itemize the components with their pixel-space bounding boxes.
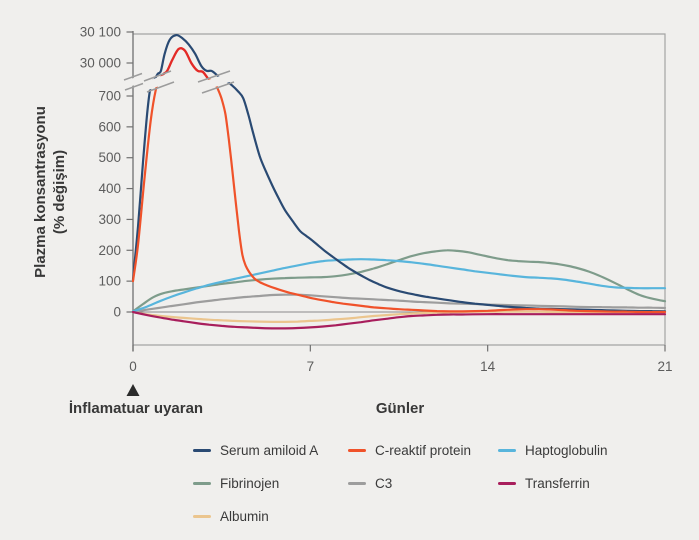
legend-label: C3 <box>375 475 393 491</box>
y-tick-label: 30 000 <box>80 56 121 71</box>
axis-break-slash <box>123 72 143 81</box>
legend-swatch-haptoglobulin <box>498 449 516 452</box>
chart-legend: Serum amiloid A C-reaktif protein Haptog… <box>193 434 683 533</box>
legend-swatch-albumin <box>193 515 211 518</box>
legend-label: Albumin <box>220 508 269 524</box>
x-axis-title: Günler <box>376 400 425 417</box>
x-tick-label: 14 <box>480 359 496 374</box>
curve-c3 <box>131 293 667 314</box>
axis-break-slash <box>124 82 144 91</box>
curve-haptoglobulin <box>131 258 667 313</box>
y-tick-label: 30 100 <box>80 25 121 40</box>
x-tick-label: 7 <box>307 359 315 374</box>
y-axis-title-line1: Plazma konsantrasyonu <box>32 106 49 278</box>
y-tick-label: 500 <box>98 150 121 165</box>
legend-item: C-reaktif protein <box>348 444 498 458</box>
curve-albumin <box>131 310 667 323</box>
y-tick-label: 400 <box>98 181 121 196</box>
legend-swatch-fibrinojen <box>193 482 211 485</box>
stimulus-annotation: İnflamatuar uyaran <box>69 400 203 417</box>
y-tick-label: 100 <box>98 274 121 289</box>
legend-item: C3 <box>348 477 498 491</box>
curve-transferrin <box>131 310 667 330</box>
curve-fibrinojen <box>131 249 667 313</box>
curve-serum-amiloid-a <box>131 33 667 313</box>
curve-c-reaktif-protein <box>131 47 667 314</box>
curve-break-falling-slash <box>197 70 231 83</box>
x-tick-label: 0 <box>129 359 137 374</box>
legend-label: Haptoglobulin <box>525 442 608 458</box>
legend-item: Fibrinojen <box>193 477 348 491</box>
legend-label: Transferrin <box>525 475 590 491</box>
curve-break-rising-slash <box>146 81 175 93</box>
legend-swatch-c3 <box>348 482 366 485</box>
y-tick-label: 700 <box>98 89 121 104</box>
y-tick-label: 200 <box>98 243 121 258</box>
legend-swatch-transferrin <box>498 482 516 485</box>
legend-item: Haptoglobulin <box>498 444 683 458</box>
legend-item: Serum amiloid A <box>193 444 348 458</box>
plot-border <box>133 33 666 346</box>
curve-break-falling-gap <box>198 72 234 92</box>
y-tick-label: 600 <box>98 119 121 134</box>
legend-item: Albumin <box>193 510 348 524</box>
legend-label: Fibrinojen <box>220 475 280 491</box>
axis-break-gap <box>124 75 143 89</box>
y-tick-label: 0 <box>113 305 121 320</box>
curve-break-rising-gap <box>144 72 174 91</box>
x-tick-label: 21 <box>657 359 672 374</box>
y-axis-title-line2: (% değişim) <box>51 150 68 234</box>
legend-label: C-reaktif protein <box>375 442 472 458</box>
curve-break-rising-slash <box>143 70 172 82</box>
legend-swatch-c-reaktif-protein <box>348 449 366 452</box>
stimulus-triangle-icon <box>126 384 140 396</box>
legend-label: Serum amiloid A <box>220 442 319 458</box>
legend-item: Transferrin <box>498 477 683 491</box>
y-tick-label: 300 <box>98 212 121 227</box>
curve-break-falling-slash <box>201 81 235 94</box>
legend-swatch-serum-amiloid-a <box>193 449 211 452</box>
